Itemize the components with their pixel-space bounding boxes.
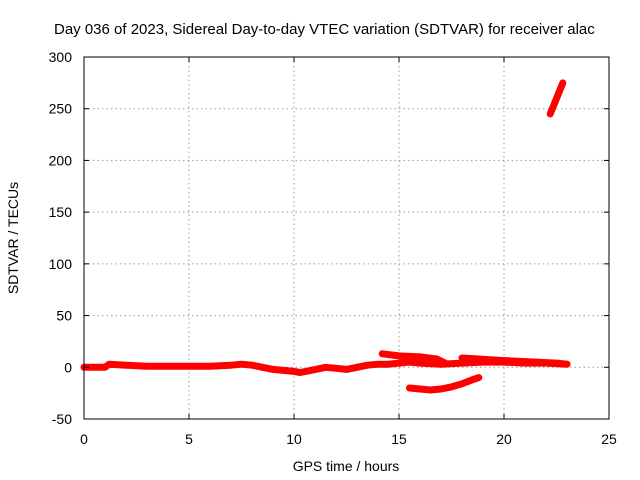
data-point [290,368,298,375]
data-point [475,355,482,363]
data-point [307,367,314,374]
y-tick-label: 100 [49,256,73,272]
y-axis-label: SDTVAR / TECUs [5,182,21,294]
data-point [458,380,466,387]
data-point [122,362,130,369]
data-point [437,385,445,393]
x-tick-label: 5 [185,431,193,447]
grid-lines [84,57,609,419]
series-group [80,79,571,394]
data-point [442,359,449,367]
plot-frame [83,56,610,420]
data-point [332,365,340,372]
x-tick-label: 10 [286,431,302,447]
data-point [395,352,403,360]
y-tick-label: 0 [64,359,72,375]
data-point [490,356,497,364]
x-tick-label: 15 [391,431,407,447]
y-tick-label: 200 [49,152,73,168]
y-tick-label: 150 [49,204,73,220]
data-point [427,386,434,394]
data-point [259,364,266,371]
data-point [433,355,440,363]
data-point [374,361,382,368]
data-point [448,383,455,391]
data-point [553,359,560,367]
data-point [406,384,413,392]
data-point [143,363,151,370]
data-point [206,363,214,370]
data-point [416,385,424,393]
data-point [559,79,566,87]
data-point [511,357,518,365]
y-tick-label: 50 [56,308,72,324]
data-point [547,110,554,118]
data-point [416,359,424,367]
series-line-1 [80,358,571,376]
data-point [532,358,539,366]
y-tick-label: 300 [49,49,73,65]
data-point [280,367,287,374]
data-point [106,361,113,368]
data-point [297,369,304,376]
y-tick-label: -50 [52,411,72,427]
data-point [563,361,571,368]
data-point [395,359,403,367]
x-axis-label: GPS time / hours [293,458,400,474]
data-point [379,350,386,357]
x-tick-label: 25 [601,431,617,447]
data-point [469,376,476,383]
data-point [343,366,350,373]
x-tick-label: 0 [80,431,88,447]
y-tick-label: 250 [49,101,73,117]
data-point [269,366,277,373]
data-point [416,353,424,361]
chart-title: Day 036 of 2023, Sidereal Day-to-day VTE… [54,21,595,38]
data-point [475,374,482,381]
data-point [164,363,172,370]
data-point [553,95,560,102]
data-point [238,361,245,368]
axes: 0 5 10 15 20 25 -50 0 50 100 150 200 250 300 [49,49,617,447]
data-point [385,361,392,368]
data-point [458,354,466,362]
data-point [353,364,361,371]
data-point [185,363,193,370]
x-tick-label: 20 [496,431,512,447]
data-point [322,364,329,371]
data-point [364,362,371,369]
data-point [406,358,413,366]
data-point [248,362,256,369]
data-point [227,362,235,369]
